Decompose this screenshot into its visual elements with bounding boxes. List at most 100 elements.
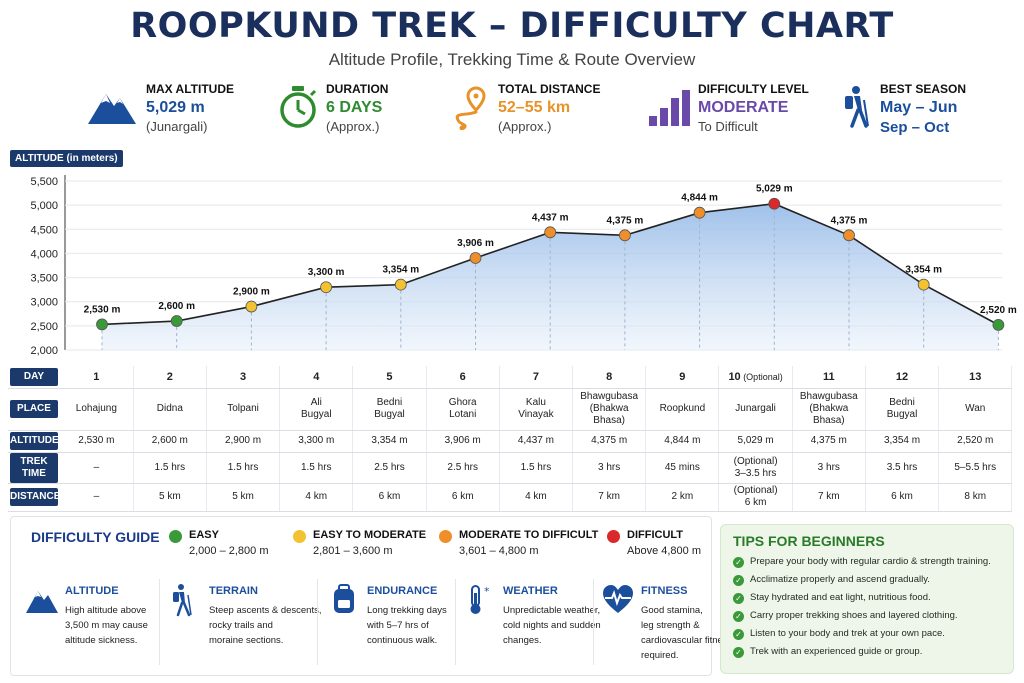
table-cell: 3.5 hrs	[865, 452, 940, 484]
day-cell: 2	[133, 366, 207, 389]
table-cell: 3,906 m	[426, 430, 500, 453]
table-row-day: DAY 1 2 3 4 5 6 7 8 9 10 (Optional) 11 12 13	[8, 366, 1013, 389]
divider	[159, 579, 160, 665]
check-icon: ✓	[733, 611, 744, 622]
y-tick-label: 3,500	[30, 273, 58, 285]
easy-moderate-dot	[293, 530, 306, 543]
table-cell: 4,375 m	[792, 430, 866, 453]
table-cell: 2.5 hrs	[352, 452, 427, 484]
tip-item: ✓ Acclimatize properly and ascend gradual…	[733, 574, 930, 586]
row-header-day: DAY	[8, 366, 60, 389]
tip-item: ✓ Trek with an experienced guide or group…	[733, 646, 922, 658]
table-cell: 8 km	[938, 483, 1013, 512]
y-tick-label: 5,500	[30, 176, 58, 188]
table-cell: Bedni Bugyal	[865, 388, 940, 431]
stat-sub: To Difficult	[698, 119, 758, 134]
stat-label: DURATION	[326, 82, 389, 96]
table-cell: 3 hrs	[572, 452, 647, 484]
table-cell: 4 km	[279, 483, 354, 512]
table-cell: 1.5 hrs	[206, 452, 281, 484]
stat-best-season: BEST SEASON May – Jun Sep – Oct	[840, 80, 990, 140]
stat-total-distance: TOTAL DISTANCE 52–55 km (Approx.)	[446, 80, 616, 140]
y-tick-label: 2,500	[30, 321, 58, 333]
difficulty-guide: DIFFICULTY GUIDE EASY 2,000 – 2,800 m EA…	[10, 516, 732, 676]
data-point	[469, 252, 482, 264]
guide-title: DIFFICULTY GUIDE	[31, 529, 160, 545]
chart-area	[101, 203, 999, 350]
chart-marks: 2,530 m 2,600 m 2,900 m 3,300 m 3,354 m 3,906…	[84, 184, 1017, 331]
table-cell: Bhawgubasa (Bhakwa Bhasa)	[572, 388, 647, 431]
easy-dot	[169, 530, 182, 543]
mountain-icon	[26, 591, 58, 613]
day-cell: 13	[938, 366, 1013, 389]
data-point	[394, 278, 407, 291]
y-tick-label: 4,000	[30, 248, 58, 260]
data-label: 4,375 m	[831, 215, 868, 226]
y-axis-label: ALTITUDE (in meters)	[10, 150, 123, 167]
data-point	[320, 281, 333, 294]
day-cell: 1	[60, 366, 134, 389]
table-cell: 2.5 hrs	[426, 452, 500, 484]
table-cell: 1.5 hrs	[279, 452, 354, 484]
table-cell: Kalu Vinayak	[499, 388, 574, 431]
factor-name: WEATHER	[503, 585, 558, 597]
table-cell: 3,354 m	[352, 430, 427, 453]
tip-item: ✓ Listen to your body and trek at your ow…	[733, 628, 945, 640]
level-range: 3,601 – 4,800 m	[459, 545, 539, 557]
data-label: 4,844 m	[681, 193, 718, 204]
level-range: Above 4,800 m	[627, 545, 701, 557]
table-cell: Ali Bugyal	[279, 388, 354, 431]
table-cell: Lohajung	[60, 388, 134, 431]
check-icon: ✓	[733, 557, 744, 568]
route-pin-icon	[455, 86, 486, 130]
table-row-trek-time: TREK TIME –1.5 hrs 1.5 hrs 1.5 hrs 2.5 hrs 2…	[8, 452, 1013, 484]
day-cell: 4	[279, 366, 354, 389]
table-cell: 4,844 m	[645, 430, 720, 453]
stat-label: BEST SEASON	[880, 82, 967, 96]
factor-desc: Good stamina, leg strength & cardiovascula…	[641, 605, 733, 661]
factor-desc: Long trekking days with 5–7 hrs of continu…	[367, 605, 447, 646]
data-label: 3,300 m	[308, 267, 345, 278]
row-header-altitude: ALTITUDE	[8, 430, 60, 453]
table-cell: Didna	[133, 388, 207, 431]
stat-label: DIFFICULTY LEVEL	[698, 82, 809, 96]
factor-desc: Unpredictable weather, cold nights and su…	[503, 605, 601, 646]
tip-item: ✓ Carry proper trekking shoes and layered…	[733, 610, 958, 622]
tip-item: ✓ Prepare your body with regular cardio &…	[733, 556, 991, 568]
svg-text:*: *	[484, 585, 490, 598]
table-cell: 2,520 m	[938, 430, 1013, 453]
tips-title: TIPS FOR BEGINNERS	[733, 533, 885, 549]
table-cell: 5,029 m	[718, 430, 793, 453]
stat-value: 5,029 m	[146, 99, 205, 116]
data-point	[245, 300, 258, 313]
level-range: 2,000 – 2,800 m	[189, 545, 269, 557]
table-cell: 2,600 m	[133, 430, 207, 453]
data-point	[619, 229, 631, 242]
y-tick-label: 3,000	[30, 297, 58, 309]
table-cell: 4,437 m	[499, 430, 574, 453]
day-cell: 9	[645, 366, 720, 389]
data-label: 4,375 m	[607, 215, 644, 226]
day-cell: 5	[352, 366, 427, 389]
row-header-distance: DISTANCE	[8, 483, 60, 512]
check-icon: ✓	[733, 629, 744, 640]
table-cell: –	[60, 452, 134, 484]
hiker-icon	[845, 86, 869, 128]
stat-value: 6 DAYS	[326, 99, 383, 116]
heartbeat-icon	[603, 585, 633, 613]
data-point	[843, 229, 855, 242]
y-tick-label: 5,000	[30, 200, 58, 212]
stat-sub: Sep – Oct	[880, 119, 950, 136]
table-cell: 6 km	[865, 483, 940, 512]
tips-panel: TIPS FOR BEGINNERS ✓ Prepare your body wi…	[720, 524, 1014, 674]
table-cell: 45 mins	[645, 452, 720, 484]
level-range: 2,801 – 3,600 m	[313, 545, 393, 557]
hiker-icon	[173, 584, 192, 617]
stat-label: TOTAL DISTANCE	[498, 82, 601, 96]
divider	[455, 579, 456, 665]
data-label: 3,354 m	[905, 265, 942, 276]
table-cell: –	[60, 483, 134, 512]
backpack-icon	[334, 584, 354, 613]
table-cell: 2 km	[645, 483, 720, 512]
data-label: 4,437 m	[532, 212, 569, 223]
